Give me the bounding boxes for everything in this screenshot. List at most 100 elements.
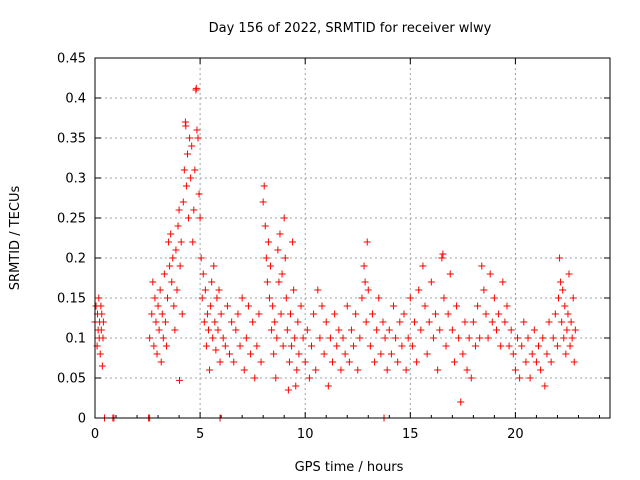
data-point — [563, 326, 571, 334]
data-point — [406, 294, 414, 302]
data-point — [295, 350, 303, 358]
data-point — [242, 334, 250, 342]
data-point — [326, 334, 334, 342]
data-point — [301, 358, 309, 366]
data-point — [223, 302, 231, 310]
data-point — [173, 286, 181, 294]
data-point — [217, 310, 225, 318]
data-point — [425, 318, 433, 326]
data-point — [207, 302, 215, 310]
data-point — [260, 182, 268, 190]
data-point — [385, 326, 393, 334]
data-point — [185, 214, 193, 222]
data-point — [176, 376, 184, 384]
data-point — [290, 286, 298, 294]
data-point — [312, 366, 320, 374]
data-point — [490, 294, 498, 302]
data-point — [417, 326, 425, 334]
data-point — [514, 334, 522, 342]
data-point — [492, 326, 500, 334]
data-point — [444, 310, 452, 318]
data-point — [196, 214, 204, 222]
data-point — [294, 318, 302, 326]
data-point — [356, 334, 364, 342]
data-point — [558, 318, 566, 326]
data-point — [556, 254, 564, 262]
data-point — [166, 262, 174, 270]
data-point — [528, 350, 536, 358]
data-point — [174, 222, 182, 230]
data-point — [197, 254, 205, 262]
data-point — [161, 318, 169, 326]
data-point — [172, 246, 180, 254]
data-point — [288, 342, 296, 350]
data-point — [240, 366, 248, 374]
data-point — [352, 310, 360, 318]
data-point — [535, 342, 543, 350]
data-point — [471, 342, 479, 350]
data-point — [484, 334, 492, 342]
chart-title: Day 156 of 2022, SRMTID for receiver wlw… — [209, 21, 492, 36]
x-tick-label: 0 — [91, 427, 99, 442]
data-point — [363, 238, 371, 246]
data-point — [440, 294, 448, 302]
data-point — [262, 254, 270, 262]
y-axis-label: SRMTID / TECUs — [8, 186, 23, 291]
data-point — [442, 342, 450, 350]
data-point — [320, 350, 328, 358]
data-point — [530, 326, 538, 334]
data-point — [337, 366, 345, 374]
data-point — [379, 318, 387, 326]
data-point — [354, 366, 362, 374]
data-point — [284, 386, 292, 394]
data-point — [522, 358, 530, 366]
data-point — [476, 334, 484, 342]
data-point — [537, 366, 545, 374]
data-point — [259, 198, 267, 206]
data-point — [164, 294, 172, 302]
data-point — [551, 310, 559, 318]
data-point — [539, 334, 547, 342]
data-point — [567, 318, 575, 326]
data-point — [97, 302, 105, 310]
data-point — [279, 342, 287, 350]
data-point — [160, 270, 168, 278]
data-point — [436, 326, 444, 334]
data-point — [202, 342, 210, 350]
data-point — [281, 254, 289, 262]
data-point — [257, 358, 265, 366]
data-point — [148, 310, 156, 318]
data-point — [499, 278, 507, 286]
data-point — [427, 278, 435, 286]
data-point — [343, 302, 351, 310]
data-point — [150, 342, 158, 350]
data-point — [486, 270, 494, 278]
data-point — [438, 254, 446, 262]
data-point — [271, 318, 279, 326]
data-point — [511, 366, 519, 374]
data-point — [200, 318, 208, 326]
data-point — [276, 230, 284, 238]
data-point — [495, 310, 503, 318]
data-point — [560, 334, 568, 342]
data-point — [566, 342, 574, 350]
data-point — [292, 382, 300, 390]
data-point — [151, 294, 159, 302]
data-point — [98, 362, 106, 370]
data-point — [211, 318, 219, 326]
data-point — [201, 286, 209, 294]
data-point — [268, 326, 276, 334]
data-point — [146, 334, 154, 342]
data-point — [255, 310, 263, 318]
data-point — [283, 326, 291, 334]
data-point — [303, 326, 311, 334]
data-point — [212, 346, 220, 354]
data-point — [232, 326, 240, 334]
data-point — [453, 302, 461, 310]
data-point — [361, 278, 369, 286]
data-point — [192, 84, 200, 92]
data-point — [411, 318, 419, 326]
data-point — [305, 374, 313, 382]
y-tick-label: 0.45 — [57, 52, 86, 67]
data-point — [282, 294, 290, 302]
